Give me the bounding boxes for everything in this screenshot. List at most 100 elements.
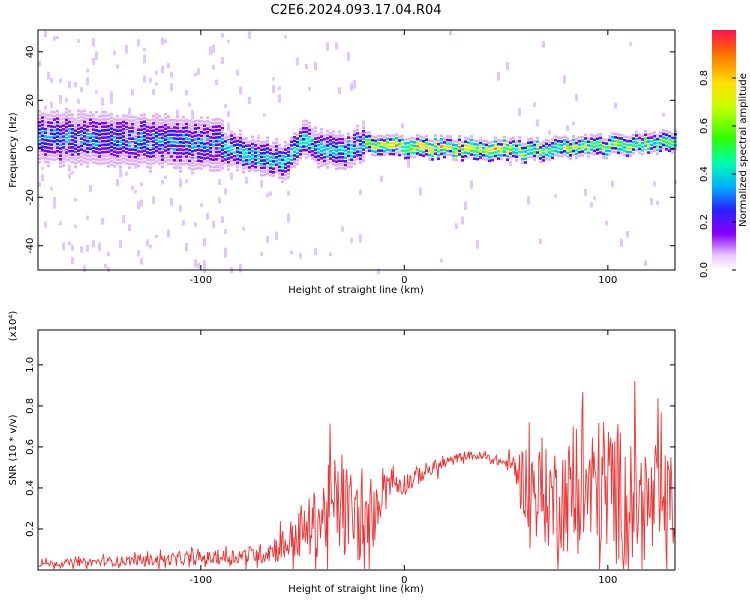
heatmap-cell bbox=[305, 134, 308, 137]
heatmap-cell bbox=[188, 145, 191, 148]
heatmap-cell bbox=[224, 136, 227, 140]
heatmap-cell bbox=[632, 151, 635, 155]
heatmap-cell bbox=[95, 161, 98, 165]
heatmap-cell bbox=[224, 132, 227, 136]
heatmap-cell bbox=[401, 138, 404, 142]
heatmap-cell bbox=[410, 147, 413, 151]
heatmap-cell bbox=[92, 135, 95, 139]
heatmap-cell bbox=[65, 154, 68, 158]
heatmap-cell bbox=[47, 150, 50, 153]
heatmap-cell bbox=[113, 143, 116, 146]
heatmap-cell bbox=[539, 149, 542, 153]
heatmap-cell bbox=[479, 141, 482, 145]
heatmap-cell bbox=[611, 132, 614, 135]
heatmap-cell bbox=[83, 160, 86, 164]
heatmap-cell bbox=[581, 143, 584, 146]
heatmap-cell bbox=[320, 160, 323, 164]
heatmap-cell bbox=[266, 143, 269, 147]
heatmap-cell bbox=[194, 152, 197, 156]
heatmap-cell bbox=[284, 141, 287, 144]
heatmap-cell bbox=[179, 178, 182, 188]
heatmap-cell bbox=[62, 157, 65, 160]
heatmap-cell bbox=[89, 154, 92, 158]
heatmap-cell bbox=[578, 154, 581, 158]
heatmap-cell bbox=[128, 151, 131, 155]
heatmap-cell bbox=[179, 205, 182, 212]
heatmap-cell bbox=[221, 163, 224, 166]
heatmap-cell bbox=[440, 145, 443, 148]
heatmap-cell bbox=[38, 131, 41, 135]
heatmap-cell bbox=[497, 150, 500, 153]
heatmap-cell bbox=[536, 147, 539, 151]
heatmap-cell bbox=[110, 120, 113, 123]
heatmap-cell bbox=[584, 144, 587, 148]
heatmap-cell bbox=[464, 140, 467, 144]
heatmap-cell bbox=[263, 144, 266, 148]
heatmap-cell bbox=[170, 158, 173, 162]
heatmap-cell bbox=[323, 137, 326, 141]
heatmap-cell bbox=[515, 148, 518, 151]
heatmap-cell bbox=[344, 140, 347, 145]
heatmap-cell bbox=[218, 132, 221, 135]
heatmap-cell bbox=[149, 130, 152, 133]
heatmap-cell bbox=[92, 240, 95, 248]
heatmap-cell bbox=[341, 166, 344, 170]
heatmap-cell bbox=[203, 131, 206, 135]
heatmap-cell bbox=[119, 165, 122, 169]
heatmap-cell bbox=[194, 156, 197, 159]
heatmap-cell bbox=[188, 119, 191, 123]
heatmap-cell bbox=[560, 136, 563, 140]
heatmap-cell bbox=[221, 137, 224, 141]
heatmap-cell bbox=[110, 141, 113, 145]
heatmap-cell bbox=[170, 72, 173, 78]
heatmap-cell bbox=[188, 134, 191, 137]
heatmap-cell bbox=[458, 149, 461, 153]
heatmap-cell bbox=[518, 147, 521, 150]
heatmap-cell bbox=[284, 159, 287, 162]
heatmap-cell bbox=[59, 114, 62, 118]
heatmap-cell bbox=[203, 142, 206, 146]
colorbar-tick-label: 0.4 bbox=[699, 166, 710, 182]
heatmap-cell bbox=[77, 127, 80, 131]
heatmap-cell bbox=[167, 162, 170, 166]
heatmap-cell bbox=[278, 165, 281, 169]
heatmap-cell bbox=[281, 154, 284, 158]
heatmap-cell bbox=[413, 155, 416, 159]
heatmap-cell bbox=[149, 77, 152, 83]
heatmap-cell bbox=[200, 134, 203, 138]
heatmap-cell bbox=[131, 158, 134, 163]
heatmap-cell bbox=[656, 200, 659, 205]
heatmap-cell bbox=[233, 151, 236, 154]
heatmap-cell bbox=[458, 145, 461, 149]
heatmap-cell bbox=[671, 143, 674, 147]
heatmap-cell bbox=[191, 171, 194, 175]
heatmap-cell bbox=[431, 147, 434, 150]
heatmap-cell bbox=[662, 136, 665, 139]
heatmap-cell bbox=[92, 121, 95, 124]
heatmap-cell bbox=[506, 143, 509, 147]
heatmap-cell bbox=[164, 145, 167, 149]
heatmap-cell bbox=[194, 167, 197, 170]
heatmap-cell bbox=[230, 141, 233, 145]
heatmap-cell bbox=[350, 140, 353, 143]
heatmap-cell bbox=[221, 159, 224, 163]
heatmap-cell bbox=[533, 143, 536, 147]
heatmap-cell bbox=[539, 157, 542, 160]
heatmap-cell bbox=[146, 162, 149, 165]
heatmap-cell bbox=[665, 137, 668, 140]
heatmap-cell bbox=[362, 137, 365, 140]
heatmap-cell bbox=[599, 151, 602, 154]
heatmap-cell bbox=[542, 144, 545, 148]
heatmap-cell bbox=[440, 148, 443, 152]
heatmap-cell bbox=[146, 136, 149, 140]
heatmap-cell bbox=[557, 154, 560, 158]
heatmap-cell bbox=[41, 174, 44, 182]
heatmap-cell bbox=[329, 135, 332, 139]
heatmap-cell bbox=[404, 156, 407, 160]
heatmap-cell bbox=[122, 127, 125, 131]
heatmap-cell bbox=[62, 135, 65, 138]
heatmap-cell bbox=[479, 137, 482, 141]
heatmap-cell bbox=[347, 161, 350, 165]
heatmap-cell bbox=[362, 133, 365, 137]
